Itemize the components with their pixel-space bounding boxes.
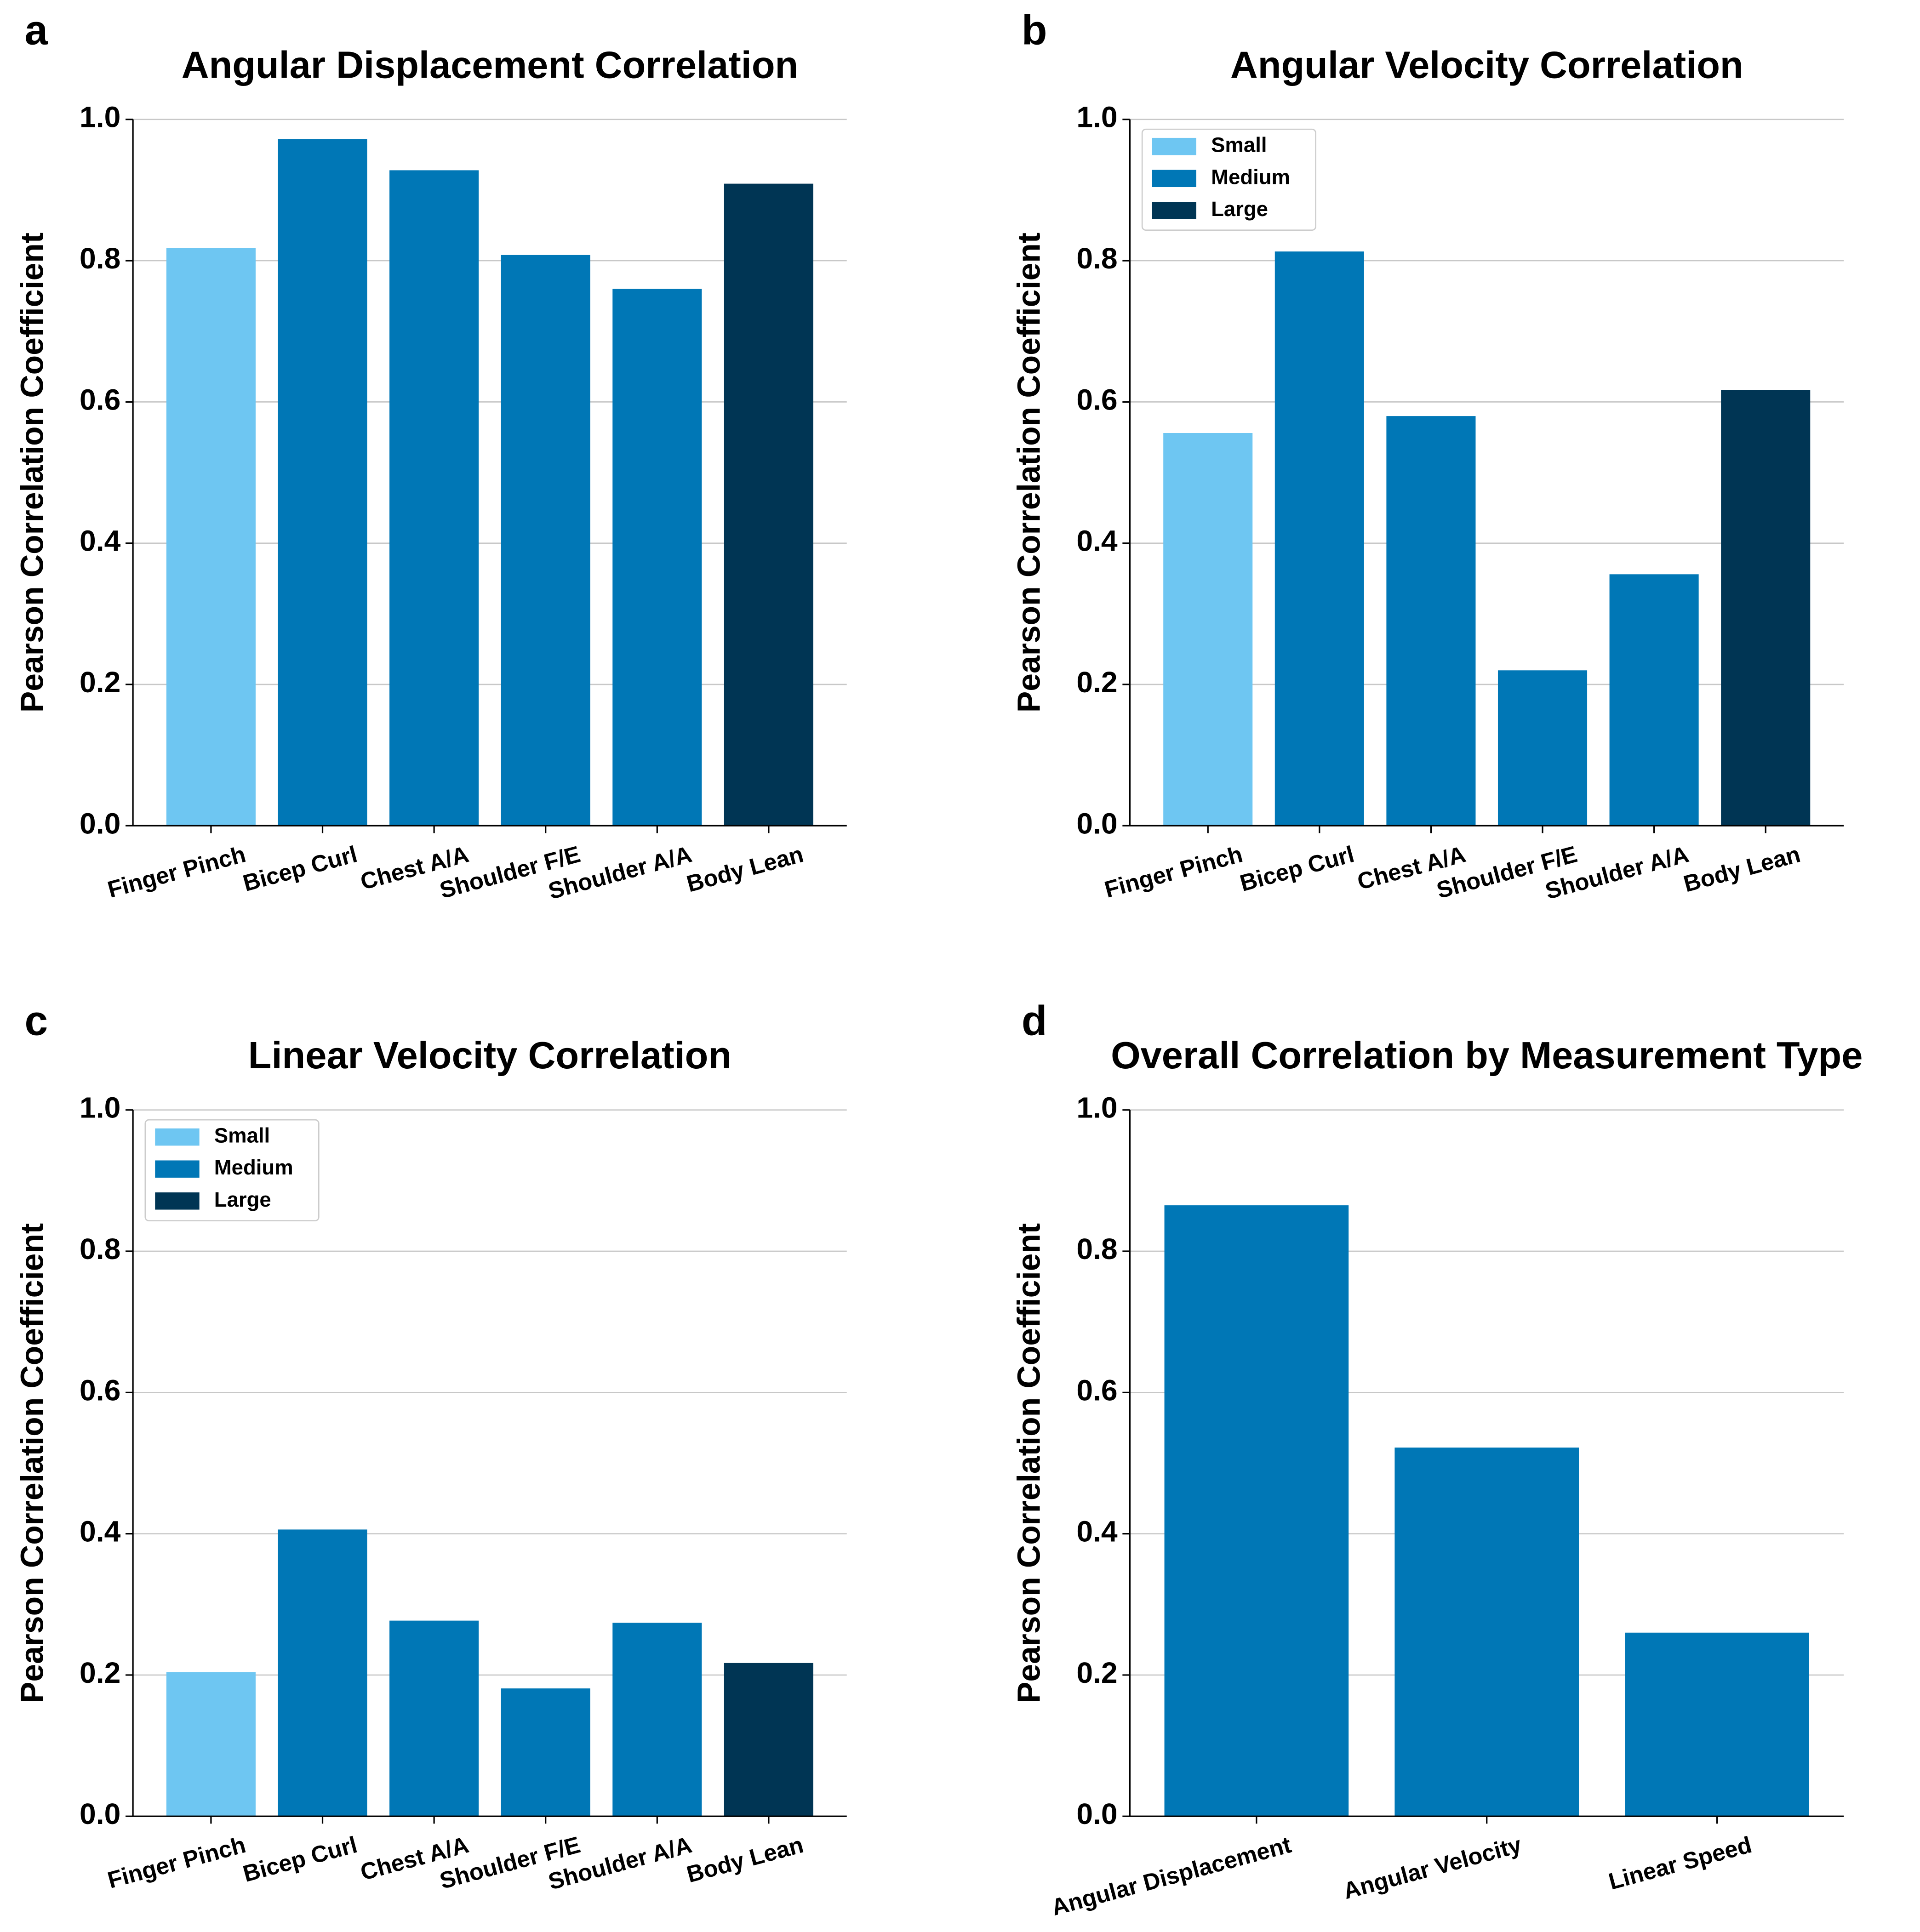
x-tick-label: Body Lean (684, 1831, 806, 1887)
y-tick-label: 0.2 (1076, 666, 1117, 699)
legend-label: Large (214, 1188, 271, 1211)
x-tick-label: Finger Pinch (105, 841, 248, 903)
y-tick-label: 0.2 (80, 666, 120, 699)
x-tick-label: Bicep Curl (240, 1831, 360, 1887)
bar (166, 248, 256, 826)
panel-label: c (25, 997, 48, 1044)
chart-title: Linear Velocity Correlation (248, 1034, 731, 1077)
y-tick-label: 0.4 (80, 524, 121, 558)
bar (612, 1623, 702, 1817)
y-tick-label: 0.0 (80, 1797, 120, 1830)
y-tick-label: 0.6 (1076, 383, 1117, 416)
panel-label: b (1022, 7, 1047, 53)
legend-swatch (155, 1192, 200, 1210)
x-tick-label: Angular Velocity (1340, 1831, 1524, 1904)
y-tick-label: 0.4 (1076, 524, 1118, 558)
y-axis-label: Pearson Correlation Coefficient (1011, 1223, 1047, 1703)
y-tick-label: 1.0 (1076, 101, 1117, 134)
bar (1163, 433, 1253, 826)
y-tick-label: 0.6 (80, 1373, 120, 1407)
y-axis-label: Pearson Correlation Coefficient (14, 1223, 50, 1703)
legend-label: Small (214, 1124, 270, 1147)
bar (166, 1672, 256, 1817)
bar (501, 255, 590, 826)
y-tick-label: 0.2 (1076, 1656, 1117, 1689)
bar (389, 1620, 479, 1817)
y-tick-label: 0.8 (1076, 242, 1117, 275)
bar (1497, 670, 1588, 826)
bar (724, 1663, 813, 1817)
x-tick-label: Body Lean (684, 841, 806, 897)
y-tick-label: 0.4 (80, 1515, 121, 1548)
y-tick-label: 1.0 (80, 101, 120, 134)
x-tick-label: Angular Displacement (1049, 1831, 1294, 1921)
legend-swatch (1152, 202, 1196, 219)
y-tick-label: 0.8 (1076, 1232, 1117, 1265)
x-tick-label: Finger Pinch (105, 1831, 248, 1893)
y-tick-label: 0.0 (1076, 1797, 1117, 1830)
x-tick-label: Body Lean (1681, 841, 1803, 897)
bar (278, 139, 367, 826)
legend-label: Medium (214, 1156, 293, 1179)
y-tick-label: 0.6 (80, 383, 120, 416)
panel-label: a (25, 7, 49, 53)
bar (501, 1688, 590, 1817)
chart-title: Overall Correlation by Measurement Type (1111, 1034, 1863, 1077)
bar (1386, 416, 1476, 826)
x-tick-label: Bicep Curl (240, 841, 360, 896)
chart-title: Angular Displacement Correlation (182, 43, 799, 86)
bar (1274, 251, 1364, 826)
x-tick-label: Bicep Curl (1237, 841, 1357, 896)
bar (724, 183, 813, 826)
x-tick-label: Linear Speed (1606, 1831, 1754, 1895)
y-tick-label: 0.8 (80, 242, 120, 275)
y-tick-label: 0.4 (1076, 1515, 1118, 1548)
legend-swatch (155, 1160, 200, 1178)
bar (1394, 1448, 1579, 1817)
panel-label: d (1022, 997, 1047, 1044)
chart-title: Angular Velocity Correlation (1230, 43, 1743, 86)
y-tick-label: 0.2 (80, 1656, 120, 1689)
y-tick-label: 0.0 (1076, 807, 1117, 840)
bar (1609, 574, 1699, 826)
legend-label: Small (1211, 133, 1267, 157)
legend-swatch (1152, 137, 1196, 155)
y-axis-label: Pearson Correlation Coefficient (14, 233, 50, 712)
y-tick-label: 1.0 (80, 1091, 120, 1124)
legend-swatch (1152, 170, 1196, 188)
bar (1721, 390, 1811, 826)
legend-label: Large (1211, 197, 1268, 221)
y-tick-label: 1.0 (1076, 1091, 1117, 1124)
y-tick-label: 0.0 (80, 807, 120, 840)
bar (1625, 1632, 1809, 1817)
x-tick-label: Finger Pinch (1102, 841, 1245, 903)
y-tick-label: 0.8 (80, 1232, 120, 1265)
bar (389, 170, 479, 826)
bar (612, 289, 702, 826)
legend-label: Medium (1211, 165, 1290, 188)
legend-swatch (155, 1128, 200, 1146)
bar (1164, 1205, 1349, 1817)
y-tick-label: 0.6 (1076, 1373, 1117, 1407)
y-axis-label: Pearson Correlation Coefficient (1011, 233, 1047, 712)
bar (278, 1529, 367, 1817)
